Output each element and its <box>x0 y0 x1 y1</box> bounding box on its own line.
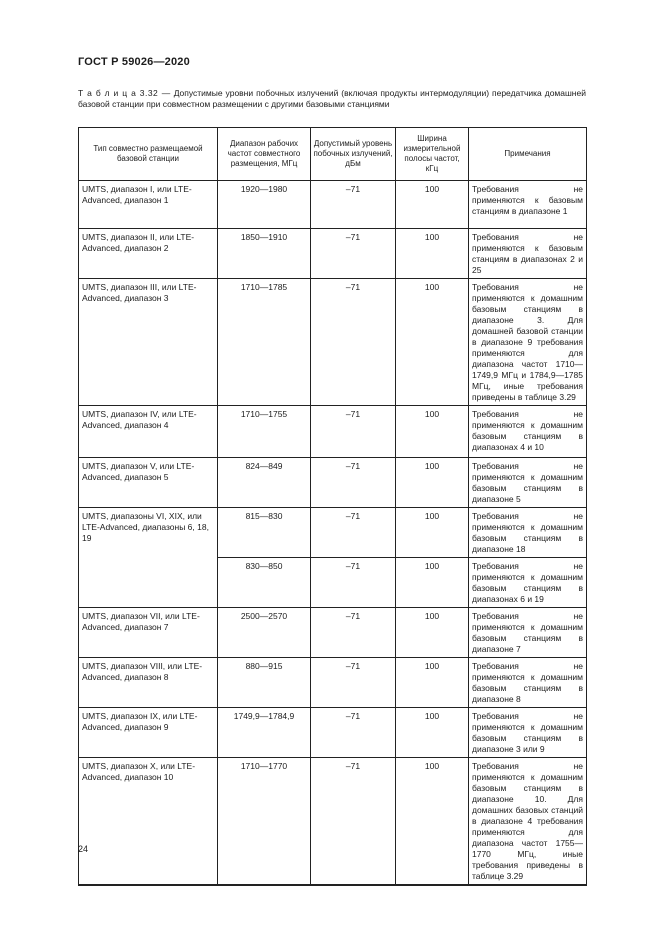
cell-frequency-range: 815—830 <box>217 507 311 558</box>
cell-note: Требования не применяются к домашним баз… <box>468 607 587 658</box>
cell-note: Требования не применяются к домашним баз… <box>468 707 587 758</box>
cell-emission-level: –71 <box>310 180 396 229</box>
cell-station-type: UMTS, диапазон VIII, или LTE-Advanced, д… <box>78 657 218 708</box>
table-header-row: Тип совместно размещаемой базовой станци… <box>78 127 587 181</box>
cell-station-type: UMTS, диапазон X, или LTE-Advanced, диап… <box>78 757 218 886</box>
cell-station-type: UMTS, диапазон I, или LTE-Advanced, диап… <box>78 180 218 229</box>
table-row: UMTS, диапазоны VI, XIX, или LTE-Advance… <box>78 507 587 608</box>
cell-emission-level: –71 <box>310 557 396 608</box>
cell-frequency-range: 2500—2570 <box>217 607 311 658</box>
cell-emission-level: –71 <box>310 657 396 708</box>
cell-note: Требования не применяются к домашним баз… <box>468 507 587 558</box>
cell-station-type: UMTS, диапазон IV, или LTE-Advanced, диа… <box>78 405 218 458</box>
cell-bandwidth: 100 <box>395 405 469 458</box>
cell-note: Требования не применяются к базовым стан… <box>468 180 587 229</box>
column-header-station-type: Тип совместно размещаемой базовой станци… <box>78 127 218 181</box>
table-row: UMTS, диапазон VII, или LTE-Advanced, ди… <box>78 607 587 658</box>
cell-note: Требования не применяются к домашним баз… <box>468 278 587 406</box>
cell-frequency-range: 880—915 <box>217 657 311 708</box>
cell-bandwidth: 100 <box>395 278 469 406</box>
cell-frequency-range: 830—850 <box>217 557 311 608</box>
cell-station-type: UMTS, диапазон III, или LTE-Advanced, ди… <box>78 278 218 406</box>
cell-emission-level: –71 <box>310 457 396 508</box>
cell-emission-level: –71 <box>310 278 396 406</box>
table-row: UMTS, диапазон VIII, или LTE-Advanced, д… <box>78 657 587 708</box>
table-row: UMTS, диапазон II, или LTE-Advanced, диа… <box>78 228 587 279</box>
table-row: UMTS, диапазон III, или LTE-Advanced, ди… <box>78 278 587 406</box>
cell-note: Требования не применяются к домашним баз… <box>468 657 587 708</box>
cell-bandwidth: 100 <box>395 757 469 886</box>
cell-emission-level: –71 <box>310 228 396 279</box>
cell-bandwidth: 100 <box>395 228 469 279</box>
cell-note: Требования не применяются к базовым стан… <box>468 228 587 279</box>
column-header-notes: Примечания <box>468 127 587 181</box>
cell-station-type: UMTS, диапазон II, или LTE-Advanced, диа… <box>78 228 218 279</box>
table-row: 830—850 –71 100 Требования не применяютс… <box>79 557 587 608</box>
cell-note: Требования не применяются к домашним баз… <box>468 405 587 458</box>
cell-frequency-range: 1710—1770 <box>217 757 311 886</box>
cell-frequency-range: 824—849 <box>217 457 311 508</box>
cell-frequency-range: 1710—1755 <box>217 405 311 458</box>
column-header-frequency-range: Диапазон рабочих частот совместного разм… <box>217 127 311 181</box>
cell-station-type: UMTS, диапазон IX, или LTE-Advanced, диа… <box>78 707 218 758</box>
table-caption: Т а б л и ц а 3.32 — Допустимые уровни п… <box>78 88 586 110</box>
table-header: Тип совместно размещаемой базовой станци… <box>78 127 587 181</box>
document-title: ГОСТ Р 59026—2020 <box>78 56 190 68</box>
table-row: UMTS, диапазон IV, или LTE-Advanced, диа… <box>78 405 587 458</box>
cell-station-type: UMTS, диапазон VII, или LTE-Advanced, ди… <box>78 607 218 658</box>
cell-station-type: UMTS, диапазоны VI, XIX, или LTE-Advance… <box>78 507 218 608</box>
cell-station-type: UMTS, диапазон V, или LTE-Advanced, диап… <box>78 457 218 508</box>
column-header-bandwidth: Ширина измерительной полосы частот, кГц <box>395 127 469 181</box>
cell-emission-level: –71 <box>310 507 396 558</box>
table-row: UMTS, диапазон V, или LTE-Advanced, диап… <box>78 457 587 508</box>
cell-bandwidth: 100 <box>395 557 469 608</box>
cell-note: Требования не применяются к домашним баз… <box>468 757 587 886</box>
cell-bandwidth: 100 <box>395 707 469 758</box>
page-number: 24 <box>78 844 89 854</box>
cell-emission-level: –71 <box>310 405 396 458</box>
table-row: UMTS, диапазон IX, или LTE-Advanced, диа… <box>78 707 587 758</box>
cell-bandwidth: 100 <box>395 657 469 708</box>
cell-bandwidth: 100 <box>395 180 469 229</box>
cell-bandwidth: 100 <box>395 507 469 558</box>
cell-bandwidth: 100 <box>395 607 469 658</box>
table-row: UMTS, диапазон X, или LTE-Advanced, диап… <box>78 757 587 886</box>
cell-frequency-range: 1850—1910 <box>217 228 311 279</box>
cell-frequency-range: 1710—1785 <box>217 278 311 406</box>
cell-frequency-range: 1749,9—1784,9 <box>217 707 311 758</box>
table-row: UMTS, диапазон I, или LTE-Advanced, диап… <box>78 180 587 229</box>
cell-emission-level: –71 <box>310 607 396 658</box>
cell-bandwidth: 100 <box>395 457 469 508</box>
table-caption-text: Допустимые уровни побочных излучений (вк… <box>78 88 586 109</box>
cell-note: Требования не применяются к домашним баз… <box>468 557 587 608</box>
table-caption-label: Т а б л и ц а 3.32 — <box>78 88 171 98</box>
spurious-emissions-table: Тип совместно размещаемой базовой станци… <box>78 127 587 886</box>
column-header-emission-level: Допустимый уровень побочных излучений, д… <box>310 127 396 181</box>
cell-frequency-range: 1920—1980 <box>217 180 311 229</box>
table-body: UMTS, диапазон I, или LTE-Advanced, диап… <box>78 180 587 886</box>
cell-emission-level: –71 <box>310 757 396 886</box>
cell-note: Требования не применяются к домашним баз… <box>468 457 587 508</box>
cell-emission-level: –71 <box>310 707 396 758</box>
